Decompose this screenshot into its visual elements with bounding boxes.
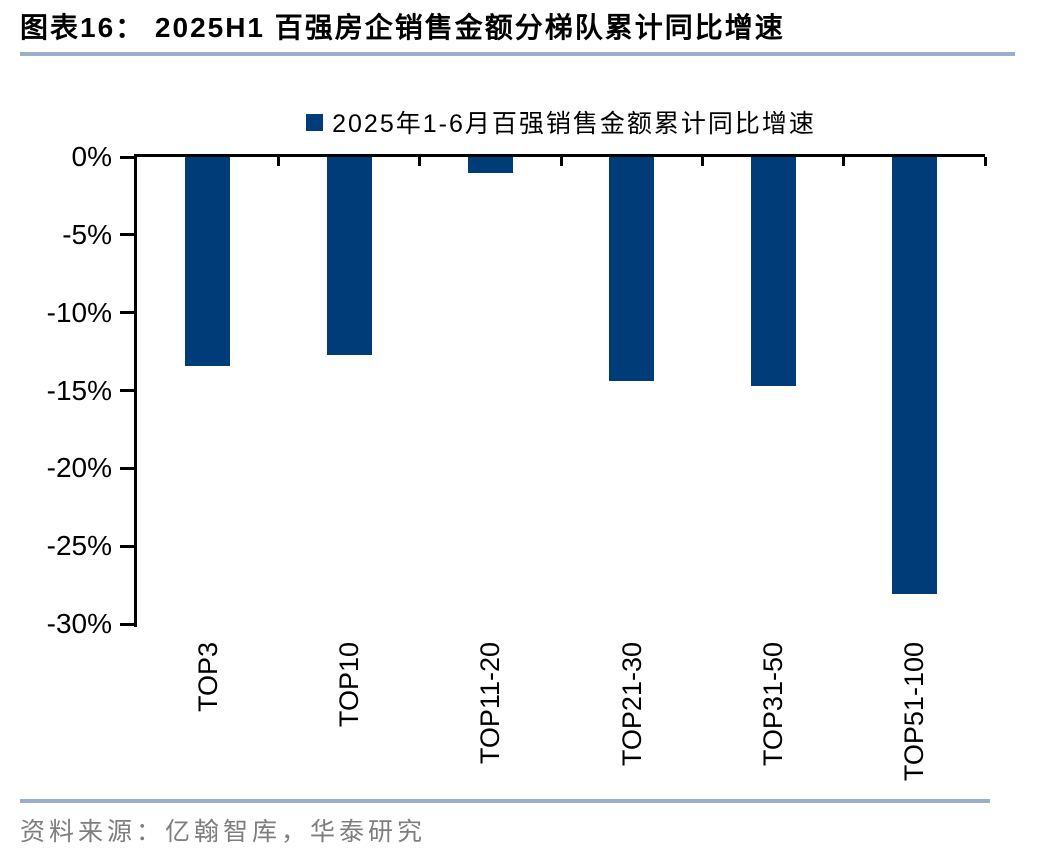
y-tick-label: -10% (46, 296, 112, 328)
y-axis-line (134, 154, 137, 627)
chart-legend: 2025年1-6月百强销售金额累计同比增速 (137, 104, 985, 140)
footer-divider (20, 799, 990, 803)
x-category-label: TOP10 (334, 642, 364, 802)
legend-swatch-icon (306, 113, 324, 131)
y-tick-label: -20% (46, 452, 112, 484)
source-text: 资料来源：亿翰智库，华泰研究 (20, 819, 427, 846)
y-tick (120, 466, 134, 470)
bar-top21-30 (609, 157, 655, 382)
x-category-label-text: TOP31-50 (758, 642, 788, 767)
bar-top10 (326, 157, 372, 355)
x-category-label-text: TOP3 (192, 642, 223, 713)
x-category-label: TOP11-20 (475, 642, 506, 802)
y-tick-label: -30% (46, 608, 112, 639)
bar-top51-100 (891, 157, 937, 595)
y-tick (120, 544, 134, 548)
x-tick (983, 157, 987, 166)
y-tick (120, 233, 134, 237)
x-category-label: TOP21-30 (616, 642, 647, 802)
x-category-label-text: TOP11-20 (475, 642, 506, 765)
x-tick (276, 157, 280, 166)
bar-top3 (185, 157, 231, 366)
x-category-label: TOP31-50 (758, 642, 788, 802)
y-tick-label: -15% (46, 374, 112, 406)
legend-label: 2025年1-6月百强销售金额累计同比增速 (332, 110, 816, 138)
bar-chart (120, 154, 987, 627)
y-tick (120, 311, 134, 315)
y-tick (120, 155, 134, 159)
x-axis-zero-line (134, 154, 985, 157)
x-tick (418, 157, 422, 166)
y-tick (120, 622, 134, 626)
x-category-label-text: TOP10 (334, 642, 364, 728)
y-tick-label: -25% (46, 530, 112, 562)
bar-top11-20 (467, 157, 513, 173)
x-category-label-text: TOP51-100 (899, 642, 930, 782)
bar-top31-50 (750, 157, 796, 386)
x-tick (559, 157, 563, 166)
x-category-label-text: TOP21-30 (616, 642, 647, 767)
y-tick-label: -5% (62, 218, 112, 250)
x-tick (842, 157, 846, 166)
y-tick (120, 389, 134, 392)
figure-title: 图表16： 2025H1 百强房企销售金额分梯队累计同比增速 (20, 12, 785, 43)
y-tick-label: 0% (71, 141, 112, 172)
title-underline (20, 52, 1015, 56)
x-category-label: TOP3 (192, 642, 223, 802)
x-tick (700, 157, 704, 166)
x-category-label: TOP51-100 (899, 642, 930, 802)
